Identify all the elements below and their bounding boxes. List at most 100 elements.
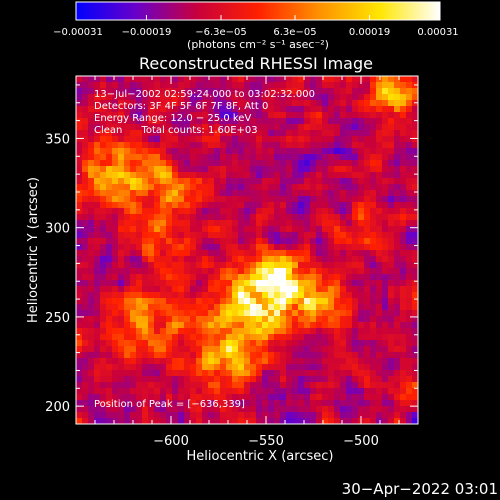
heatmap-cell (364, 214, 370, 220)
heatmap-cell (106, 412, 112, 418)
heatmap-cell (412, 316, 418, 322)
heatmap-cell (250, 154, 256, 160)
heatmap-cell (166, 76, 172, 82)
heatmap-cell (202, 358, 208, 364)
heatmap-cell (322, 208, 328, 214)
heatmap-cell (250, 280, 256, 286)
heatmap-cell (148, 340, 154, 346)
heatmap-cell (100, 112, 106, 118)
heatmap-cell (340, 382, 346, 388)
heatmap-cell (250, 88, 256, 94)
heatmap-cell (178, 376, 184, 382)
heatmap-cell (82, 142, 88, 148)
heatmap-cell (364, 310, 370, 316)
heatmap-cell (352, 334, 358, 340)
heatmap-cell (226, 238, 232, 244)
heatmap-cell (124, 346, 130, 352)
heatmap-cell (286, 352, 292, 358)
heatmap-cell (214, 250, 220, 256)
heatmap-cell (346, 346, 352, 352)
heatmap-cell (118, 340, 124, 346)
heatmap-cell (88, 190, 94, 196)
heatmap-cell (136, 364, 142, 370)
heatmap-cell (334, 262, 340, 268)
heatmap-cell (226, 226, 232, 232)
heatmap-cell (124, 262, 130, 268)
heatmap-cell (262, 76, 268, 82)
heatmap-cell (232, 166, 238, 172)
heatmap-cell (118, 256, 124, 262)
heatmap-cell (310, 418, 316, 424)
heatmap-cell (382, 406, 388, 412)
heatmap-cell (274, 118, 280, 124)
heatmap-cell (184, 382, 190, 388)
heatmap-cell (172, 334, 178, 340)
heatmap-cell (148, 106, 154, 112)
heatmap-cell (88, 322, 94, 328)
heatmap-cell (172, 292, 178, 298)
heatmap-cell (364, 304, 370, 310)
heatmap-cell (202, 94, 208, 100)
heatmap-cell (364, 178, 370, 184)
heatmap-cell (196, 190, 202, 196)
heatmap-cell (76, 280, 82, 286)
heatmap-cell (298, 82, 304, 88)
heatmap-cell (232, 136, 238, 142)
heatmap-cell (82, 364, 88, 370)
heatmap-cell (160, 388, 166, 394)
heatmap-cell (202, 400, 208, 406)
heatmap-cell (304, 418, 310, 424)
heatmap-cell (118, 376, 124, 382)
heatmap-cell (118, 322, 124, 328)
heatmap-cell (124, 352, 130, 358)
heatmap-cell (412, 112, 418, 118)
heatmap-cell (202, 136, 208, 142)
heatmap-cell (238, 142, 244, 148)
heatmap-cell (352, 370, 358, 376)
heatmap-cell (106, 376, 112, 382)
heatmap-cell (268, 298, 274, 304)
heatmap-cell (94, 196, 100, 202)
heatmap-cell (190, 106, 196, 112)
heatmap-cell (298, 244, 304, 250)
heatmap-cell (250, 322, 256, 328)
heatmap-cell (286, 124, 292, 130)
heatmap-cell (196, 166, 202, 172)
heatmap-cell (316, 232, 322, 238)
heatmap-cell (262, 412, 268, 418)
heatmap-cell (310, 250, 316, 256)
heatmap-cell (178, 406, 184, 412)
heatmap-cell (328, 382, 334, 388)
heatmap-cell (214, 394, 220, 400)
heatmap-cell (406, 100, 412, 106)
heatmap-cell (106, 382, 112, 388)
heatmap-cell (118, 142, 124, 148)
heatmap-cell (310, 94, 316, 100)
heatmap-cell (250, 172, 256, 178)
heatmap-cell (298, 322, 304, 328)
heatmap-cell (250, 256, 256, 262)
heatmap-cell (394, 136, 400, 142)
heatmap-cell (190, 262, 196, 268)
heatmap-cell (346, 136, 352, 142)
heatmap-cell (256, 142, 262, 148)
heatmap-cell (328, 208, 334, 214)
heatmap-cell (292, 178, 298, 184)
heatmap-cell (412, 184, 418, 190)
heatmap-cell (112, 298, 118, 304)
heatmap-cell (244, 370, 250, 376)
heatmap-cell (88, 268, 94, 274)
heatmap-cell (322, 76, 328, 82)
heatmap-cell (370, 148, 376, 154)
heatmap-cell (130, 412, 136, 418)
heatmap-cell (268, 166, 274, 172)
heatmap-cell (334, 238, 340, 244)
heatmap-cell (376, 106, 382, 112)
heatmap-cell (346, 400, 352, 406)
heatmap-cell (160, 280, 166, 286)
heatmap-cell (142, 130, 148, 136)
heatmap-cell (184, 154, 190, 160)
heatmap-cell (88, 214, 94, 220)
heatmap-cell (208, 148, 214, 154)
heatmap-cell (310, 274, 316, 280)
